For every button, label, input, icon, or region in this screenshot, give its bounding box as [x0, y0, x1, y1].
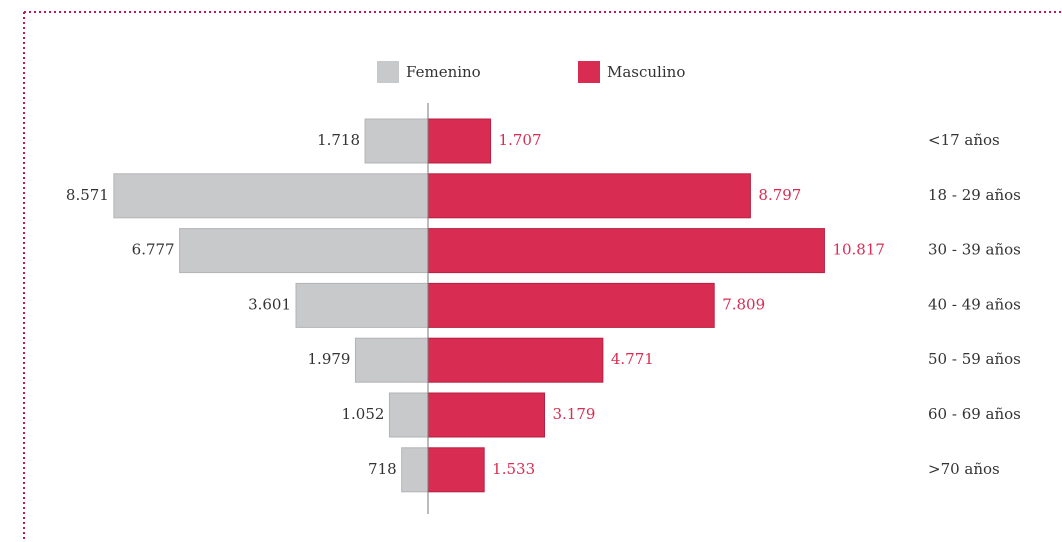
data-label: 1.052	[341, 405, 384, 423]
data-label: 1.533	[492, 460, 535, 478]
category-label: 40 - 49 años	[928, 295, 1021, 313]
data-label: 1.718	[317, 131, 360, 149]
category-label: 60 - 69 años	[928, 405, 1021, 423]
category-label: 30 - 39 años	[928, 241, 1021, 259]
bar	[427, 392, 546, 438]
bar	[427, 118, 492, 164]
data-label: 1.979	[308, 350, 351, 368]
data-label: 10.817	[832, 241, 885, 259]
bar	[364, 118, 429, 164]
category-label: >70 años	[928, 460, 1000, 478]
data-label: 3.601	[248, 295, 291, 313]
legend-swatch	[578, 61, 600, 83]
bar	[427, 447, 485, 493]
bar	[113, 173, 429, 219]
data-label: 8.571	[66, 186, 109, 204]
category-label: 18 - 29 años	[928, 186, 1021, 204]
data-label: 3.179	[553, 405, 596, 423]
bar	[179, 228, 429, 274]
data-label: 6.777	[132, 241, 175, 259]
data-label: 7.809	[722, 295, 765, 313]
bar	[427, 228, 825, 274]
category-label: 50 - 59 años	[928, 350, 1021, 368]
bar	[388, 392, 429, 438]
bar	[401, 447, 429, 493]
legend-label: Femenino	[406, 63, 481, 81]
bar	[295, 282, 429, 328]
bar	[427, 173, 751, 219]
data-label: 718	[368, 460, 397, 478]
bar	[427, 337, 604, 383]
category-label: <17 años	[928, 131, 1000, 149]
legend-swatch	[377, 61, 399, 83]
bar	[427, 282, 715, 328]
bar	[354, 337, 429, 383]
legend-label: Masculino	[607, 63, 685, 81]
data-label: 1.707	[499, 131, 542, 149]
data-label: 8.797	[758, 186, 801, 204]
data-label: 4.771	[611, 350, 654, 368]
